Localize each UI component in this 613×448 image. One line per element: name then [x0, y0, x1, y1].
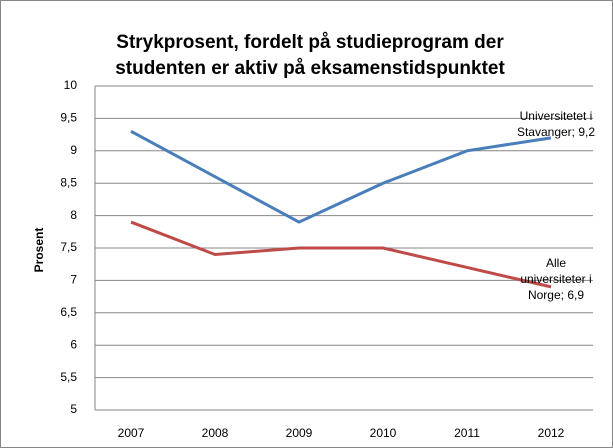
y-tick-label: 7 [70, 273, 77, 287]
y-axis-label: Prosent [32, 228, 46, 273]
x-tick-label: 2007 [118, 426, 145, 440]
y-tick-label: 7,5 [60, 240, 77, 254]
chart-title: Strykprosent, fordelt på studieprogram d… [115, 32, 505, 79]
data-label: Alle universiteter i Norge; 6,9 [520, 255, 592, 302]
x-tick-label: 2009 [286, 426, 313, 440]
line-series [130, 130, 552, 224]
y-tick-label: 6,5 [60, 305, 77, 319]
y-tick-label: 9 [70, 143, 77, 157]
y-tick-label: 10 [64, 78, 78, 92]
x-tick-label: 2008 [202, 426, 229, 440]
y-tick-label: 8 [70, 208, 77, 222]
y-tick-label: 5 [70, 402, 77, 416]
x-tick-label: 2011 [454, 426, 480, 440]
y-tick-label: 9,5 [60, 111, 77, 125]
x-tick-label: 2010 [370, 426, 397, 440]
line-series [130, 220, 552, 289]
y-tick-label: 6 [70, 337, 77, 351]
x-tick-label: 2012 [538, 426, 565, 440]
y-tick-label: 8,5 [60, 175, 77, 189]
data-label: Universitetet i Stavanger; 9,2 [516, 108, 596, 139]
y-tick-label: 5,5 [60, 370, 77, 384]
